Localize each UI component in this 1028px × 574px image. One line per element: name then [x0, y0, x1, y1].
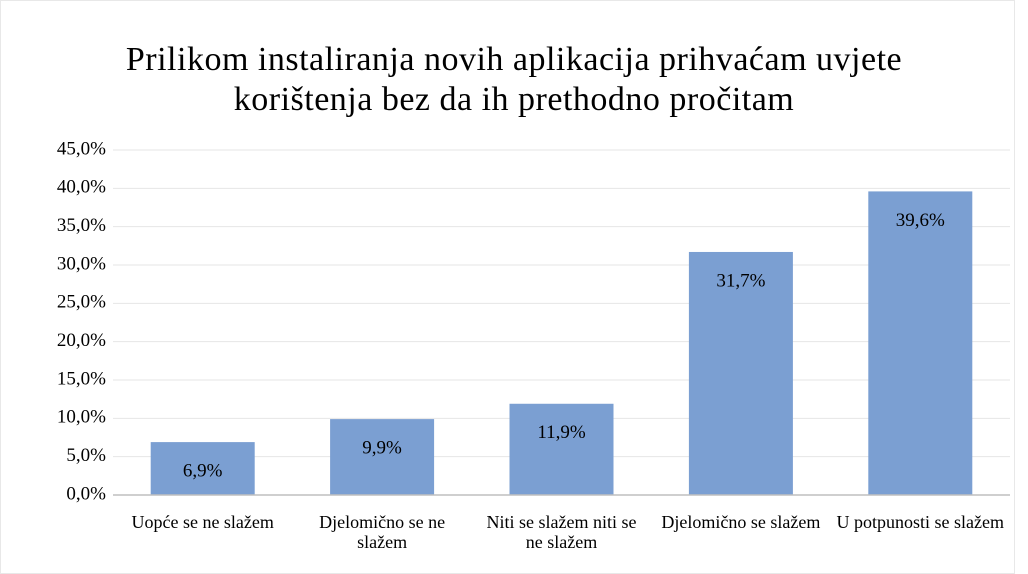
y-tick-label: 30,0% [57, 253, 106, 274]
x-tick-label: Uopće se ne slažem [131, 512, 274, 532]
chart-title: Prilikom instaliranja novih aplikacija p… [125, 41, 903, 118]
data-label: 6,9% [183, 460, 223, 481]
x-tick-label: Djelomično se ne slažem [319, 512, 446, 552]
y-tick-label: 0,0% [66, 483, 106, 504]
bar [330, 419, 435, 495]
bar [688, 251, 793, 495]
y-tick-label: 45,0% [57, 138, 106, 159]
data-label: 31,7% [716, 270, 765, 291]
bar [150, 442, 255, 495]
y-tick-label: 5,0% [66, 445, 106, 466]
y-tick-label: 10,0% [57, 407, 106, 428]
y-tick-label: 25,0% [57, 292, 106, 313]
x-tick-label: Niti se slažem niti se ne slažem [486, 512, 637, 552]
y-tick-label: 35,0% [57, 215, 106, 236]
data-label: 39,6% [896, 210, 945, 231]
bar [868, 191, 973, 495]
data-label: 9,9% [362, 437, 402, 458]
x-tick-label: Djelomično se slažem [661, 512, 821, 532]
bar [509, 403, 614, 495]
y-tick-label: 20,0% [57, 330, 106, 351]
x-tick-label: U potpunosti se slažem [836, 512, 1005, 532]
data-label: 11,9% [537, 422, 586, 443]
y-tick-label: 40,0% [57, 177, 106, 198]
y-tick-label: 15,0% [57, 368, 106, 389]
